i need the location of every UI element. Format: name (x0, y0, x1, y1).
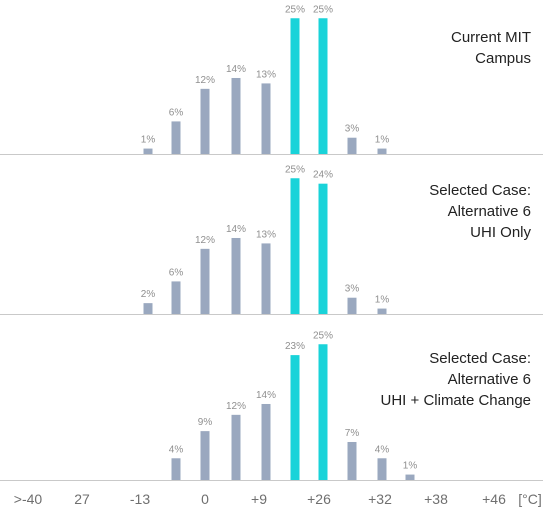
x-tick-label-5: +9 (251, 491, 267, 507)
panel-3-bar-label-3: 12% (226, 401, 246, 412)
x-tick-label-1: >-40 (14, 491, 43, 507)
panel-1-bar-5 (261, 83, 271, 154)
panel-1-bar-label-2: 6% (169, 107, 184, 118)
panel-3-bar-label-7: 7% (345, 428, 360, 439)
panel-3-bar-label-9: 1% (403, 461, 418, 472)
panel-1-bar-6 (290, 18, 300, 154)
panel-2-bar-8 (347, 297, 357, 314)
panel-2-title: Selected Case: Alternative 6 UHI Only (429, 180, 531, 243)
panel-2-bar-3 (200, 248, 210, 314)
panel-3-bar-label-8: 4% (375, 444, 390, 455)
x-tick-label-2: 27 (74, 491, 90, 507)
panel-1-bar-label-7: 25% (313, 4, 333, 15)
x-tick-label-3: -13 (130, 491, 150, 507)
panel-1-bar-label-3: 12% (195, 75, 215, 86)
panel-1-bar-label-8: 3% (345, 124, 360, 135)
panel-2-bar-label-7: 24% (313, 170, 333, 181)
panel-1-bar-label-1: 1% (141, 135, 156, 146)
panel-1-bar-8 (347, 137, 357, 154)
panel-1-bar-7 (318, 18, 328, 154)
panel-2-bar-7 (318, 183, 328, 314)
panel-1-bar-4 (231, 77, 241, 154)
panel-2-title-line-1: Selected Case: (429, 182, 531, 199)
panel-1-title: Current MIT Campus (451, 27, 531, 69)
panel-3-bar-5 (290, 355, 300, 480)
panel-3-title-line-1: Selected Case: (429, 350, 531, 367)
panel-1-bar-label-4: 14% (226, 64, 246, 75)
panel-3-bar-8 (377, 458, 387, 480)
panel-1-bar-2 (171, 121, 181, 154)
panel-3-bar-label-2: 9% (198, 417, 213, 428)
panel-3-bar-label-1: 4% (169, 444, 184, 455)
panel-2-bar-label-2: 6% (169, 267, 184, 278)
panel-1-title-line-1: Current MIT (450, 29, 531, 46)
panel-2-bar-label-8: 3% (345, 284, 360, 295)
panel-1-bar-3 (200, 88, 210, 154)
panel-3-bar-3 (231, 414, 241, 480)
panel-3-bar-1 (171, 458, 181, 480)
panel-3-bar-9 (405, 474, 415, 480)
panel-2-bar-2 (171, 281, 181, 314)
panel-2-bar-5 (261, 243, 271, 314)
panel-2-bar-label-4: 14% (226, 224, 246, 235)
panel-3-bar-6 (318, 344, 328, 480)
panel-3-bar-label-6: 25% (313, 330, 333, 341)
panel-3-bar-label-4: 14% (256, 390, 276, 401)
panel-3-title-line-2: Alternative 6 (447, 371, 531, 388)
x-tick-label-10: [°C] (518, 491, 542, 507)
panel-2-bar-label-1: 2% (141, 289, 156, 300)
panel-2-bar-label-3: 12% (195, 235, 215, 246)
x-tick-label-8: +38 (424, 491, 448, 507)
panel-3-bar-2 (200, 431, 210, 480)
x-tick-label-9: +46 (482, 491, 506, 507)
panel-1-title-line-2: Campus (475, 50, 531, 67)
panel-1-bar-9 (377, 148, 387, 154)
panel-1-bar-label-9: 1% (375, 135, 390, 146)
x-tick-label-6: +26 (307, 491, 331, 507)
panel-2-bar-6 (290, 178, 300, 314)
panel-1-bar-label-5: 13% (256, 69, 276, 80)
panel-3-bar-4 (261, 403, 271, 480)
panel-2-bar-label-5: 13% (256, 229, 276, 240)
panel-2-bar-9 (377, 308, 387, 314)
panel-2-bar-label-9: 1% (375, 295, 390, 306)
panel-1-bar-1 (143, 148, 153, 154)
panel-1-bar-label-6: 25% (285, 4, 305, 15)
panel-3-title: Selected Case: Alternative 6 UHI + Clima… (381, 348, 531, 411)
panel-3-bar-label-5: 23% (285, 341, 305, 352)
panel-3-bar-7 (347, 441, 357, 480)
panel-3-title-line-3: UHI + Climate Change (380, 392, 531, 409)
panel-2-bar-label-6: 25% (285, 164, 305, 175)
panel-2-title-line-2: Alternative 6 (447, 203, 531, 220)
x-tick-label-4: 0 (201, 491, 209, 507)
x-tick-label-7: +32 (368, 491, 392, 507)
panel-2-title-line-3: UHI Only (470, 224, 531, 241)
panel-2-bar-1 (143, 303, 153, 314)
panel-2-bar-4 (231, 237, 241, 314)
